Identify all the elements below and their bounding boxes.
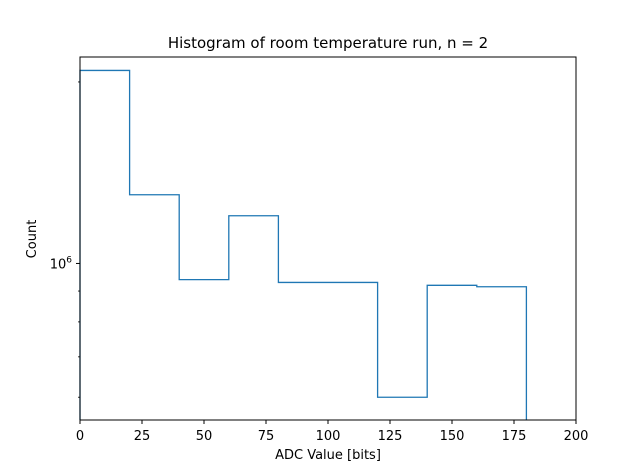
x-axis-title: ADC Value [bits] — [275, 448, 381, 463]
histogram-step-line — [79, 69, 528, 420]
x-tick-label: 50 — [196, 429, 213, 444]
x-tick-label: 100 — [316, 429, 341, 444]
axes-frame — [79, 56, 577, 421]
x-tick-label: 150 — [440, 429, 465, 444]
x-axis-ticks: 0 25 50 75 100 125 150 175 200 — [76, 420, 589, 444]
x-tick-label: 0 — [76, 429, 84, 444]
y-axis-title: Count — [25, 220, 40, 259]
x-tick-label: 175 — [502, 429, 527, 444]
plot-layer — [79, 69, 528, 420]
x-tick-label: 25 — [134, 429, 151, 444]
y-tick-label: 106 — [50, 255, 73, 272]
x-tick-label: 200 — [564, 429, 589, 444]
x-tick-label: 75 — [258, 429, 275, 444]
x-tick-label: 125 — [378, 429, 403, 444]
chart-title: Histogram of room temperature run, n = 2 — [168, 34, 488, 52]
